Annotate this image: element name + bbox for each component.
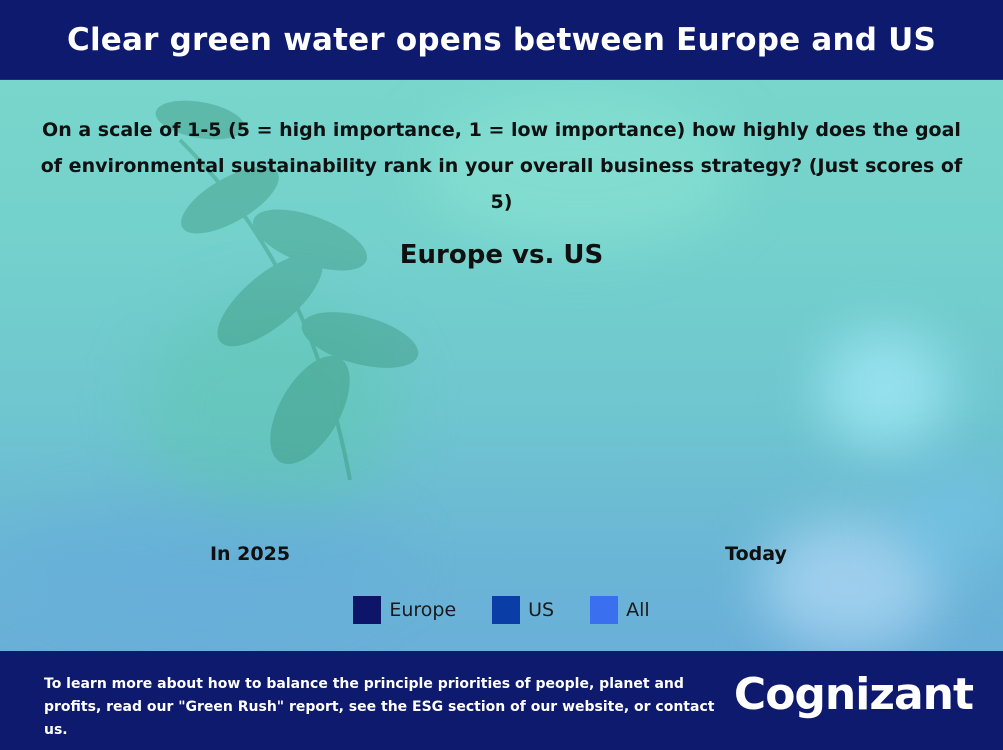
cognizant-logo: Cognizant [733, 669, 974, 720]
legend-label-europe: Europe [389, 599, 457, 621]
leaf-background-image [155, 100, 419, 481]
background-blob [0, 500, 400, 620]
category-label-in-2025: In 2025 [209, 543, 291, 565]
legend-item-europe: Europe [353, 596, 456, 624]
legend-swatch-all [590, 596, 619, 624]
background-blob [420, 90, 740, 250]
header-bar: Clear green water opens between Europe a… [0, 0, 1003, 80]
chart-legend: Europe US All [0, 596, 1003, 624]
footer-text: To learn more about how to balance the p… [44, 676, 715, 738]
background-blob [900, 470, 1003, 570]
legend-label-all: All [626, 599, 650, 621]
legend-item-us: US [492, 596, 554, 624]
legend-swatch-us [492, 596, 521, 624]
legend-swatch-europe [353, 596, 382, 624]
background-blob [140, 300, 400, 520]
footer-bar: To learn more about how to balance the p… [0, 651, 1003, 750]
legend-label-us: US [528, 599, 555, 621]
background-blob [820, 330, 950, 450]
chart-title: Europe vs. US [399, 240, 604, 270]
survey-question: On a scale of 1-5 (5 = high importance, … [40, 119, 963, 213]
bar-chart [60, 285, 940, 535]
category-label-today: Today [725, 543, 787, 565]
page-title: Clear green water opens between Europe a… [67, 21, 936, 58]
legend-item-all: All [590, 596, 650, 624]
